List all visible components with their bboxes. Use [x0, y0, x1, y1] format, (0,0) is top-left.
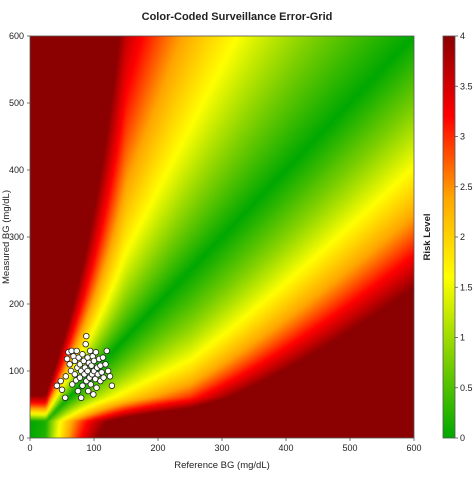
data-point	[100, 374, 107, 381]
chart-title: Color-Coded Surveillance Error-Grid	[142, 11, 333, 23]
x-axis-ticks: 0 100 200 300 400 500 600	[27, 438, 422, 453]
y-axis-ticks: 0 100 200 300 400 500 600	[9, 31, 30, 443]
y-tick-label: 0	[19, 433, 24, 443]
colorbar-tick-label: 3.5	[460, 81, 473, 91]
x-tick-label: 300	[214, 443, 229, 453]
y-tick-label: 600	[9, 31, 24, 41]
data-point	[104, 367, 112, 375]
colorbar-title: Risk Level	[422, 214, 433, 261]
data-points	[53, 332, 116, 401]
data-point	[92, 349, 100, 356]
colorbar-tick-label: 0	[460, 433, 465, 443]
colorbar-tick-label: 3	[460, 132, 465, 142]
data-point	[106, 373, 114, 380]
colorbar-tick-label: 0.5	[460, 383, 473, 393]
data-point	[57, 377, 64, 385]
data-point	[98, 369, 105, 376]
y-tick-label: 100	[9, 366, 24, 376]
data-point	[86, 347, 94, 355]
y-tick-label: 400	[9, 165, 24, 175]
data-point	[99, 354, 107, 361]
data-point	[61, 394, 69, 401]
data-point	[87, 381, 94, 388]
data-point	[76, 374, 84, 381]
colorbar-tick-label: 4	[460, 31, 465, 41]
data-point	[103, 347, 110, 355]
x-tick-label: 400	[278, 443, 293, 453]
colorbar-ticks: 0 0.5 1 1.5 2 2.5 3 3.5 4	[455, 31, 473, 443]
x-axis-title: Reference BG (mg/dL)	[174, 460, 270, 471]
colorbar-gradient	[442, 35, 456, 439]
x-tick-label: 200	[150, 443, 165, 453]
x-tick-label: 0	[27, 443, 32, 453]
data-point	[71, 371, 78, 378]
y-axis-title: Measured BG (mg/dL)	[1, 190, 12, 284]
data-point	[93, 384, 100, 391]
data-point	[77, 394, 85, 401]
data-point	[66, 361, 73, 368]
plot-area: 0 100 200 300 400 500 600 0 100 200 300 400 500 600	[9, 31, 422, 453]
data-point	[108, 382, 116, 389]
data-point	[97, 362, 104, 369]
data-point	[84, 367, 91, 375]
colorbar-tick-label: 2	[460, 232, 465, 242]
data-point	[53, 382, 61, 389]
y-tick-label: 200	[9, 299, 24, 309]
data-point	[69, 381, 76, 388]
data-point	[84, 354, 91, 361]
data-point	[85, 387, 92, 395]
data-point	[90, 391, 97, 398]
colorbar: 0 0.5 1 1.5 2 2.5 3 3.5 4 Risk Level	[422, 31, 473, 443]
x-tick-label: 100	[86, 443, 101, 453]
data-point	[62, 373, 70, 380]
data-point	[82, 341, 89, 348]
data-point	[58, 386, 66, 393]
x-tick-label: 500	[342, 443, 357, 453]
data-point	[63, 355, 71, 363]
data-point	[74, 387, 82, 395]
colorbar-tick-label: 2.5	[460, 182, 473, 192]
y-tick-label: 500	[9, 98, 24, 108]
colorbar-tick-label: 1	[460, 333, 465, 343]
data-point	[102, 361, 109, 368]
x-tick-label: 600	[406, 443, 421, 453]
data-point	[79, 382, 86, 389]
data-point	[79, 351, 86, 358]
data-point	[83, 332, 90, 340]
colorbar-tick-label: 1.5	[460, 282, 473, 292]
data-point	[73, 347, 80, 355]
y-tick-label: 300	[9, 232, 24, 242]
